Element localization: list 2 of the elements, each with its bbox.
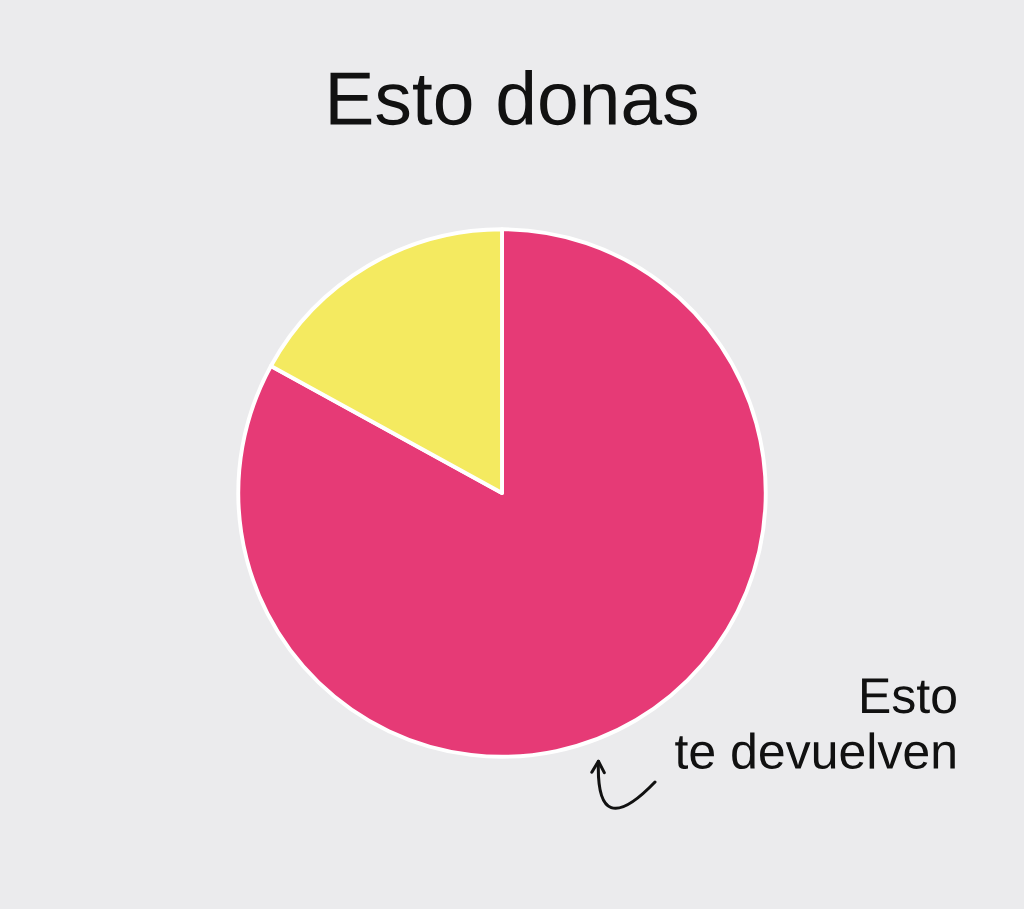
chart-title: Esto donas: [330, 70, 697, 126]
slice-label: Esto te devuelven: [675, 678, 956, 770]
